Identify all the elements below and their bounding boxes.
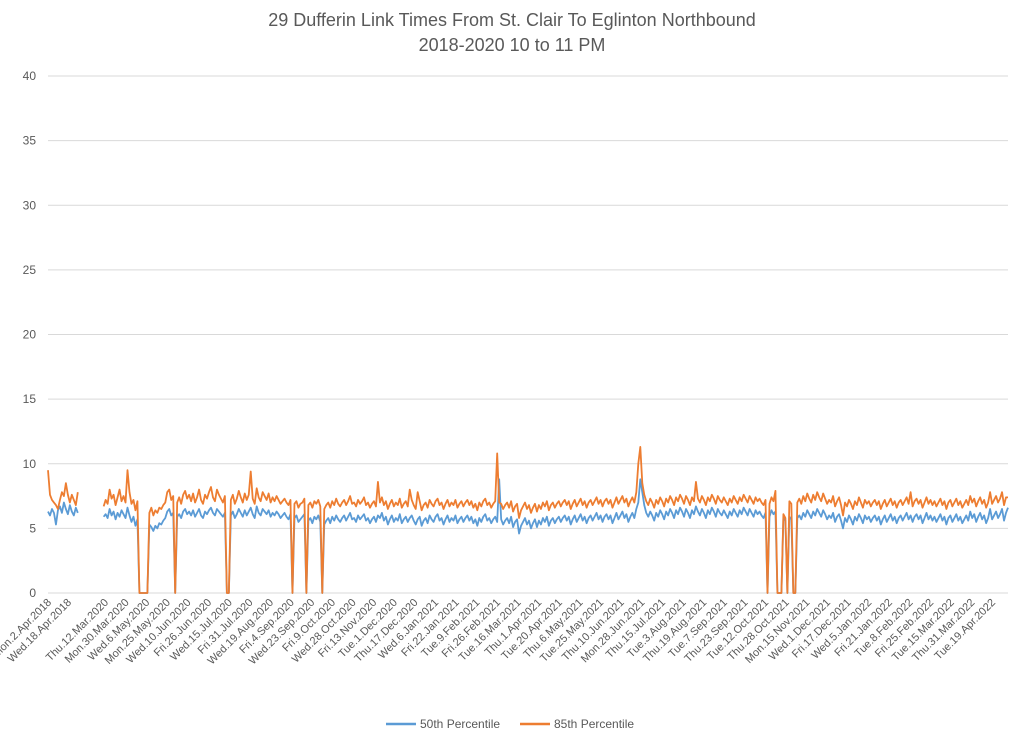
series-line-p50-segment-1 [47,501,79,526]
y-tick-label: 30 [23,198,37,212]
gridlines [48,75,1008,594]
legend-label-85th-percentile: 85th Percentile [554,717,634,731]
y-tick-label: 0 [29,586,36,600]
y-tick-label: 5 [29,521,36,535]
y-tick-label: 10 [23,457,37,471]
series-line-p85-segment-2 [102,446,1008,594]
x-axis-tick-labels: Mon.2.Apr.2018Wed.18.Apr.2018Thu.12.Mar.… [0,597,998,668]
legend: 50th Percentile 85th Percentile [386,717,634,731]
y-tick-label: 15 [23,392,37,406]
y-axis-tick-labels: 0 5 10 15 20 25 30 35 40 [23,69,37,600]
chart-title: 29 Dufferin Link Times From St. Clair To… [268,10,756,30]
series-line-p50-segment-2 [102,478,1009,594]
y-tick-label: 25 [23,263,37,277]
y-tick-label: 35 [23,134,37,148]
y-tick-label: 20 [23,328,37,342]
legend-label-50th-percentile: 50th Percentile [420,717,500,731]
chart-subtitle: 2018-2020 10 to 11 PM [419,35,606,55]
y-tick-label: 40 [23,69,37,83]
series-line-p85-segment-1 [47,470,79,510]
series-lines [47,446,1009,594]
